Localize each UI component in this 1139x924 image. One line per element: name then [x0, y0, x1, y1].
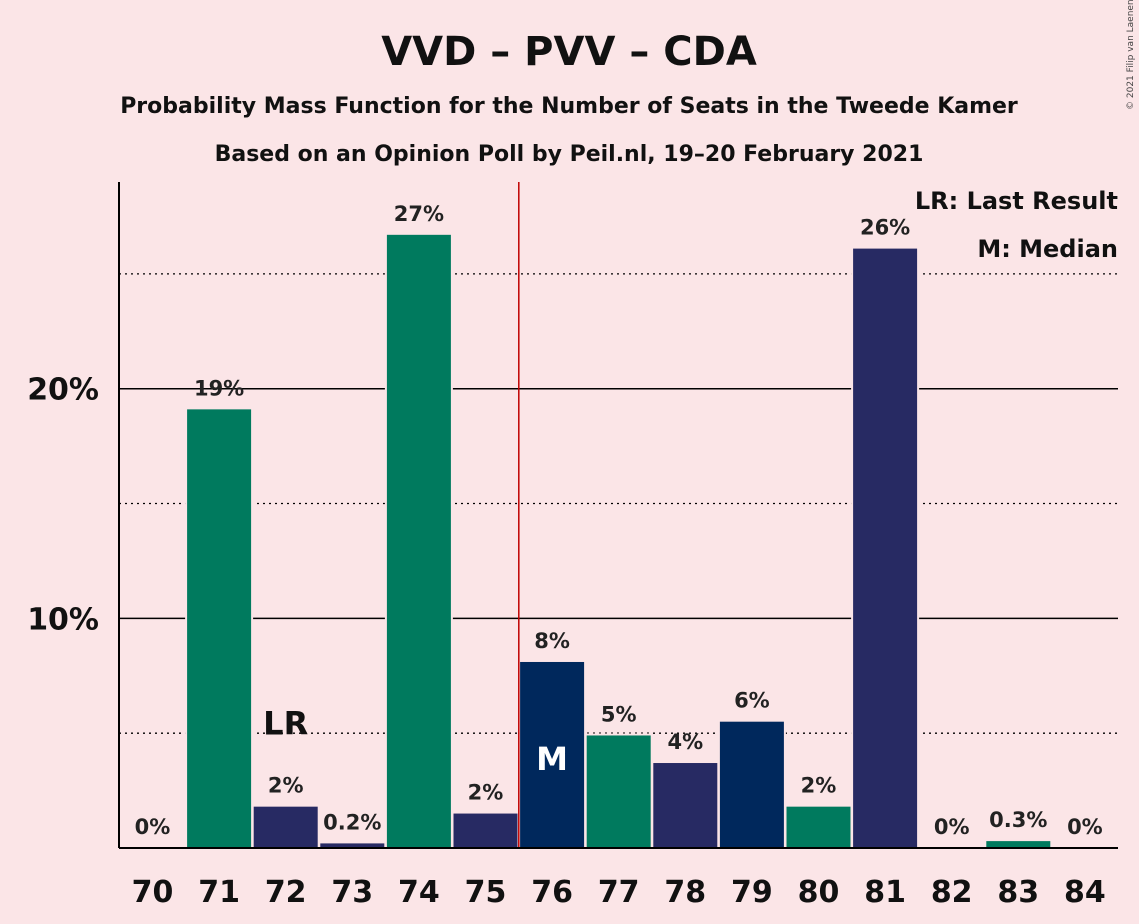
data-label-seats-77: 5%: [601, 702, 637, 726]
x-tick-label: 82: [931, 875, 973, 910]
bar-seats-73: [320, 843, 385, 848]
data-label-seats-72: 2%: [268, 774, 304, 798]
data-label-seats-70: 0%: [135, 815, 171, 839]
data-label-seats-75: 2%: [468, 781, 504, 805]
bar-seats-75: [453, 813, 518, 848]
chart-subtitle: Probability Mass Function for the Number…: [120, 94, 1018, 119]
x-tick-label: 75: [465, 875, 507, 910]
x-tick-label: 81: [864, 875, 906, 910]
y-tick-label: 20%: [27, 373, 99, 408]
median-marker: M: [536, 740, 568, 778]
data-label-seats-84: 0%: [1067, 815, 1103, 839]
last-result-marker: LR: [263, 705, 308, 743]
bar-seats-74: [386, 234, 451, 849]
x-tick-label: 80: [798, 875, 840, 910]
x-tick-label: 84: [1064, 875, 1106, 910]
data-label-seats-79: 6%: [734, 689, 770, 713]
bar-seats-72: [253, 806, 318, 848]
gridlines: [119, 273, 1118, 734]
x-tick-label: 73: [331, 875, 373, 910]
x-tick-label: 74: [398, 875, 440, 910]
x-tick-label: 79: [731, 875, 773, 910]
bar-seats-79: [719, 721, 784, 848]
bar-seats-80: [786, 806, 851, 848]
bar-seats-83: [986, 841, 1051, 848]
data-label-seats-78: 4%: [667, 730, 703, 754]
data-label-seats-73: 0.2%: [323, 810, 381, 834]
x-axis: 70 71 72 73 74 75 76 77 78 79 80 81 82 83 84: [119, 847, 1118, 910]
y-tick-label: 10%: [27, 602, 99, 637]
data-label-seats-71: 19%: [194, 376, 244, 400]
x-tick-label: 78: [664, 875, 706, 910]
bar-seats-71: [187, 409, 252, 848]
copyright-note: © 2021 Filip van Laenen: [1126, 0, 1136, 110]
y-axis: 10% 20%: [27, 182, 120, 848]
data-label-seats-80: 2%: [801, 774, 837, 798]
bars: [185, 182, 1053, 849]
data-label-seats-76: 8%: [534, 629, 570, 653]
chart-subtitle-poll: Based on an Opinion Poll by Peil.nl, 19–…: [215, 142, 924, 167]
data-labels: 0% 19% 2% 0.2% 27% 2% 8% 5% 4% 6% 2% 26% 0% 0.3% 0% LR M: [135, 202, 1103, 839]
bar-seats-81: [853, 248, 918, 849]
x-tick-label: 71: [198, 875, 240, 910]
data-label-seats-74: 27%: [394, 202, 444, 226]
bar-seats-76: [520, 661, 585, 848]
legend-last-result: LR: Last Result: [915, 187, 1118, 215]
legend-median: M: Median: [977, 235, 1118, 263]
x-tick-label: 70: [132, 875, 174, 910]
bar-seats-77: [586, 735, 651, 848]
x-tick-label: 77: [598, 875, 640, 910]
data-label-seats-82: 0%: [934, 815, 970, 839]
x-tick-label: 72: [265, 875, 307, 910]
x-tick-label: 83: [997, 875, 1039, 910]
data-label-seats-81: 26%: [860, 216, 910, 240]
x-tick-label: 76: [531, 875, 573, 910]
bar-seats-78: [653, 763, 718, 848]
chart-title: VVD – PVV – CDA: [381, 29, 757, 75]
data-label-seats-83: 0.3%: [989, 808, 1047, 832]
